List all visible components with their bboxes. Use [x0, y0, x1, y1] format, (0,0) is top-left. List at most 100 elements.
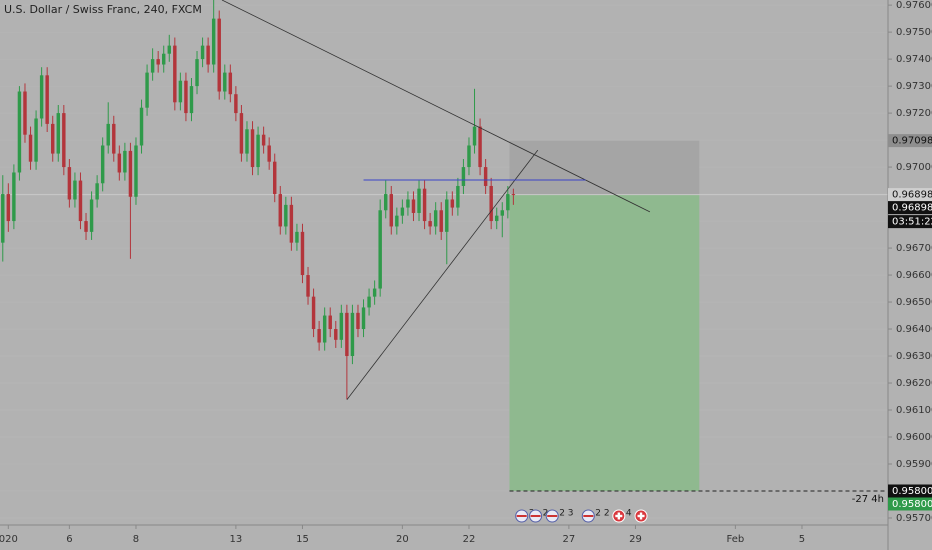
candle-body: [439, 210, 443, 232]
candle-body: [284, 204, 288, 227]
candle-body: [178, 80, 183, 103]
candle-body: [500, 210, 504, 216]
price-label: 0.95800: [892, 486, 932, 497]
event-count: 4: [626, 509, 632, 519]
price-label-box: [888, 134, 932, 148]
candle-body: [184, 80, 188, 114]
trendline: [346, 149, 539, 400]
event-flag: [516, 515, 527, 517]
x-tick-label: 20: [396, 534, 409, 545]
event-count: 2 3: [559, 509, 573, 519]
candle-body: [39, 75, 44, 119]
x-tick-label: 020: [0, 534, 18, 545]
candle-body: [206, 45, 210, 65]
event-count: 2 2: [595, 509, 609, 519]
candle-body: [84, 221, 88, 232]
x-tick-label: 5: [799, 534, 805, 545]
candle-body: [78, 180, 83, 222]
candle-body: [317, 329, 321, 343]
candle-body: [267, 145, 271, 162]
candle-body: [256, 134, 260, 168]
candle-body: [145, 72, 149, 108]
candle-body: [217, 18, 221, 92]
candle-body: [62, 113, 66, 168]
candle-body: [461, 167, 466, 186]
candle-body: [428, 221, 432, 227]
candle-body: [300, 231, 305, 276]
candle-body: [483, 167, 488, 186]
candle-body: [234, 94, 238, 114]
price-label: 0.96898: [892, 190, 932, 201]
candle-body: [128, 150, 133, 197]
candle-body: [250, 129, 255, 168]
candle-body: [506, 194, 510, 211]
event-flag: [547, 515, 558, 517]
candle-body: [289, 204, 294, 243]
price-label-box: [888, 484, 932, 498]
candle-body: [51, 123, 55, 154]
candle-body: [34, 118, 38, 162]
price-label: 03:51:22: [892, 217, 932, 228]
candle-body: [456, 185, 460, 208]
candle-body: [239, 113, 244, 154]
candle-body: [200, 45, 205, 60]
price-label: 0.97098: [892, 136, 932, 147]
candle-body: [384, 194, 388, 211]
candle-body: [339, 312, 344, 340]
candle-body: [295, 231, 299, 243]
candle-body: [1, 194, 5, 243]
candle-body: [378, 210, 382, 289]
candle-body: [406, 199, 410, 208]
candle-body: [345, 312, 349, 357]
candle-body: [356, 312, 360, 330]
chart-title: U.S. Dollar / Swiss Franc, 240, FXCM: [4, 3, 202, 16]
candle-body: [100, 145, 105, 184]
candle-body: [278, 194, 282, 227]
candle-body: [495, 215, 499, 222]
candle-body: [211, 18, 216, 65]
candle-body: [417, 188, 421, 213]
x-tick-label: Feb: [727, 534, 745, 545]
candle-body: [134, 145, 138, 197]
x-tick-label: 6: [66, 534, 72, 545]
candle-body: [228, 72, 233, 95]
price-label-box: [888, 201, 932, 215]
x-tick-label: 8: [133, 534, 139, 545]
candle-body: [167, 45, 171, 54]
candle-body: [17, 91, 22, 173]
target-zone: [509, 194, 700, 491]
price-label-box: [888, 215, 932, 229]
candle-body: [150, 59, 155, 73]
candle-body: [273, 161, 277, 195]
x-tick-label: 29: [629, 534, 642, 545]
price-label: 0.96898: [892, 203, 932, 214]
candle-body: [223, 72, 227, 92]
candle-body: [322, 315, 327, 343]
candle-body: [489, 185, 493, 222]
candle-body: [306, 275, 310, 297]
candle-body: [422, 188, 427, 222]
price-label-box: [888, 188, 932, 202]
bars-left: -27 4h: [852, 494, 884, 505]
candle-body: [478, 126, 482, 168]
price-label: 0.95800: [892, 499, 932, 510]
x-tick-label: 13: [230, 534, 243, 545]
candle-body: [67, 167, 72, 200]
candle-body: [12, 172, 16, 222]
candle-body: [23, 91, 27, 135]
candle-body: [361, 307, 366, 330]
